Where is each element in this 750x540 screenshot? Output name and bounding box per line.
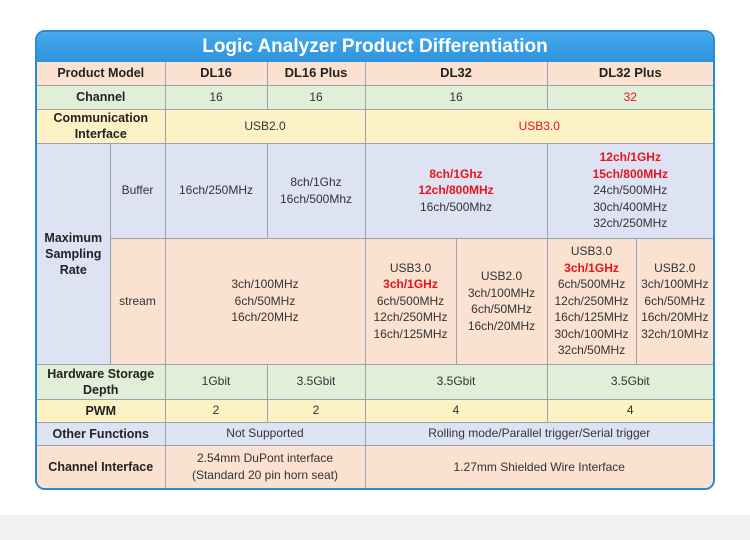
- cell-line: 3ch/100MHz: [231, 277, 299, 292]
- cell: 12ch/1GHz 15ch/800MHz 24ch/500MHz 30ch/400M…: [546, 142, 713, 239]
- cell-line: 6ch/50MHz: [471, 302, 532, 316]
- comparison-table: Product Model DL16 DL16 Plus DL32 DL32 P…: [37, 62, 713, 488]
- cell: Not Supported: [164, 421, 366, 446]
- model: DL16 Plus: [266, 62, 366, 86]
- cell-line: (Standard 20 pin horn seat): [191, 467, 339, 482]
- cell: 16: [164, 84, 268, 110]
- cell-line: 1.27mm Shielded Wire Interface: [453, 459, 625, 474]
- cell-line: 6ch/500MHz: [376, 293, 445, 308]
- cell: USB3.0 3ch/1GHz 6ch/500MHz 12ch/250MHz 16ch/…: [546, 237, 637, 365]
- model: DL16: [164, 62, 268, 86]
- cell-line: 12ch/800MHz: [418, 183, 494, 198]
- cell: 2: [266, 398, 366, 423]
- cell-line: 3ch/100MHz: [641, 277, 709, 292]
- footer-strip: [0, 515, 750, 540]
- cell-line: 24ch/500MHz: [593, 183, 668, 198]
- cell-line: USB3.0: [389, 260, 432, 275]
- cell-line: 12ch/250MHz: [554, 293, 629, 308]
- cell-line: 6ch/50MHz: [644, 293, 706, 308]
- cell: 2: [164, 398, 268, 423]
- label: Channel: [37, 84, 166, 110]
- row: Communication Interface USB2.0 USB3.0: [37, 108, 713, 144]
- comparison-card: Logic Analyzer Product Differentiation P…: [35, 30, 715, 490]
- cell: 8ch/1Ghz 16ch/500Mhz: [266, 142, 366, 239]
- row: Hardware Storage Depth 1Gbit 3.5Gbit 3.5…: [37, 363, 713, 400]
- cell: USB3.0 3ch/1GHz 6ch/500MHz 12ch/250MHz 16ch/…: [364, 237, 457, 365]
- cell: USB2.0 3ch/100MHz 6ch/50MHz 16ch/20MHz 32ch/…: [635, 237, 713, 365]
- cell: USB2.0: [164, 108, 366, 144]
- label: PWM: [37, 398, 166, 423]
- cell: USB2.0 3ch/100MHz 6ch/50MHz 16ch/20MHz: [455, 237, 548, 365]
- cell: 1.27mm Shielded Wire Interface: [364, 444, 713, 488]
- cell-line: USB3.0: [570, 244, 613, 259]
- cell-line: 16ch/125MHz: [554, 310, 629, 325]
- cell-line: 12ch/250MHz: [373, 310, 448, 325]
- cell: 4: [364, 398, 548, 423]
- row: Other Functions Not Supported Rolling mo…: [37, 421, 713, 446]
- cell-line: 6ch/50MHz: [234, 293, 296, 308]
- cell-line: USB2.0: [654, 260, 696, 275]
- label: Hardware Storage Depth: [37, 363, 166, 400]
- cell-line: 16ch/20MHz: [641, 310, 709, 325]
- sub-label: stream: [110, 237, 166, 365]
- cell: 3ch/100MHz 6ch/50MHz 16ch/20MHz: [164, 237, 366, 365]
- cell-line: 16ch/500Mhz: [419, 199, 493, 214]
- cell: 32: [546, 84, 713, 110]
- cell: 3.5Gbit: [364, 363, 548, 400]
- label: Communication Interface: [37, 108, 166, 144]
- label: Channel Interface: [37, 444, 166, 488]
- cell-line: USB2.0: [480, 269, 523, 283]
- cell-line: 2.54mm DuPont interface: [196, 451, 334, 466]
- row: stream 3ch/100MHz 6ch/50MHz 16ch/20MHz USB…: [37, 237, 713, 365]
- cell: 8ch/1Ghz 12ch/800MHz 16ch/500Mhz: [364, 142, 548, 239]
- cell: 1Gbit: [164, 363, 268, 400]
- label: Maximum Sampling Rate: [37, 142, 111, 365]
- cell: 3.5Gbit: [266, 363, 366, 400]
- cell: 16ch/250MHz: [164, 142, 268, 239]
- cell: USB3.0: [364, 108, 713, 144]
- row: Channel 16 16 16 32: [37, 84, 713, 110]
- cell: Rolling mode/Parallel trigger/Serial tri…: [364, 421, 713, 446]
- cell: 2.54mm DuPont interface (Standard 20 pin …: [164, 444, 366, 488]
- cell-line: 32ch/250MHz: [593, 216, 668, 231]
- cell-line: 30ch/100MHz: [554, 326, 629, 341]
- row: Maximum Sampling Rate Buffer 16ch/250MHz…: [37, 142, 713, 365]
- cell-line: 3ch/100MHz: [467, 285, 536, 300]
- cell: 16: [364, 84, 548, 110]
- cell-line: 3ch/1GHz: [383, 277, 438, 292]
- cell: 16: [266, 84, 366, 110]
- cell-line: 16ch/125MHz: [373, 326, 448, 341]
- cell: 4: [546, 398, 713, 423]
- cell-line: 3ch/1GHz: [564, 260, 619, 275]
- cell-line: 16ch/250MHz: [178, 183, 254, 198]
- cell-line: 8ch/1Ghz: [429, 166, 483, 181]
- cell-line: 16ch/20MHz: [231, 310, 299, 325]
- model: DL32: [364, 62, 548, 86]
- cell-line: 6ch/500MHz: [557, 277, 626, 292]
- row: Product Model DL16 DL16 Plus DL32 DL32 P…: [37, 62, 713, 86]
- cell-line: 16ch/500Mhz: [279, 191, 353, 206]
- cell-line: 32ch/10MHz: [641, 326, 709, 341]
- row: Channel Interface 2.54mm DuPont interfac…: [37, 444, 713, 488]
- title: Logic Analyzer Product Differentiation: [37, 32, 713, 62]
- cell: 3.5Gbit: [546, 363, 713, 400]
- row: PWM 2 2 4 4: [37, 398, 713, 423]
- cell-line: 15ch/800MHz: [592, 166, 668, 181]
- cell-line: 30ch/400MHz: [593, 199, 668, 214]
- label: Product Model: [37, 62, 166, 86]
- label: Other Functions: [37, 421, 166, 446]
- cell-line: 8ch/1Ghz: [290, 175, 342, 189]
- cell-line: 16ch/20MHz: [467, 318, 536, 333]
- cell-line: 32ch/50MHz: [557, 343, 626, 358]
- cell-line: 12ch/1GHz: [599, 150, 661, 165]
- sub-label: Buffer: [109, 142, 166, 239]
- model: DL32 Plus: [546, 62, 713, 86]
